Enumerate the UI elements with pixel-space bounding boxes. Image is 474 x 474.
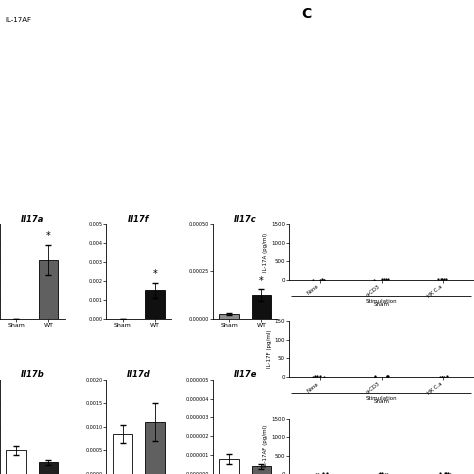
Y-axis label: IL-17F (pg/ml): IL-17F (pg/ml) (266, 330, 272, 368)
Point (371, 373, 379, 381)
Point (320, 373, 328, 380)
Point (438, 275, 445, 283)
Point (447, 470, 454, 474)
Point (320, 276, 328, 283)
Y-axis label: IL-17AF (pg/ml): IL-17AF (pg/ml) (263, 425, 268, 467)
Bar (219, 459, 239, 474)
Text: Sham: Sham (374, 399, 390, 404)
Title: Il17f: Il17f (128, 215, 149, 224)
Point (381, 470, 388, 474)
Text: *: * (46, 231, 51, 241)
Bar (145, 422, 164, 474)
Point (320, 276, 328, 283)
Title: Il17a: Il17a (20, 215, 44, 224)
Point (314, 470, 321, 474)
Point (370, 276, 378, 283)
Point (317, 373, 324, 380)
Point (437, 373, 444, 381)
Point (376, 470, 383, 474)
Point (381, 275, 388, 283)
Point (438, 275, 446, 283)
Point (440, 373, 448, 381)
Point (434, 275, 442, 283)
Point (378, 275, 385, 283)
Point (383, 373, 391, 380)
Point (312, 470, 319, 474)
Bar (39, 462, 58, 474)
Point (323, 470, 331, 474)
X-axis label: Stimulation: Stimulation (366, 396, 397, 401)
Bar (113, 434, 132, 474)
Point (442, 470, 450, 474)
Point (384, 373, 392, 380)
Point (309, 276, 317, 283)
Point (441, 470, 449, 474)
Point (383, 470, 391, 474)
Title: Il17c: Il17c (234, 215, 256, 224)
Point (437, 469, 444, 474)
Point (383, 373, 391, 380)
Point (313, 373, 320, 380)
Text: *: * (259, 275, 264, 285)
Text: Sham: Sham (374, 302, 390, 307)
Point (323, 470, 330, 474)
Point (316, 276, 324, 283)
Point (383, 275, 390, 283)
Point (384, 275, 392, 283)
Title: Il17b: Il17b (20, 370, 44, 379)
Bar (219, 314, 239, 319)
Point (440, 275, 447, 283)
Text: IL-17AF: IL-17AF (6, 17, 32, 23)
Point (371, 373, 379, 380)
Point (438, 373, 446, 381)
Bar (252, 466, 271, 474)
X-axis label: Stimulation: Stimulation (366, 299, 397, 303)
Point (378, 469, 386, 474)
Point (310, 373, 317, 381)
Bar (145, 290, 164, 319)
Y-axis label: IL-17A (pg/ml): IL-17A (pg/ml) (263, 232, 268, 272)
Point (438, 373, 446, 381)
Point (318, 275, 326, 283)
Title: Il17e: Il17e (234, 370, 257, 379)
Point (319, 469, 327, 474)
Bar (39, 260, 58, 319)
Text: *: * (153, 269, 157, 279)
Text: C: C (301, 7, 311, 21)
Bar (252, 295, 271, 319)
Title: Il17d: Il17d (127, 370, 151, 379)
Point (311, 373, 319, 380)
Point (442, 275, 449, 283)
Point (445, 469, 452, 474)
Point (444, 373, 451, 380)
Bar (7, 450, 26, 474)
Point (375, 470, 383, 474)
